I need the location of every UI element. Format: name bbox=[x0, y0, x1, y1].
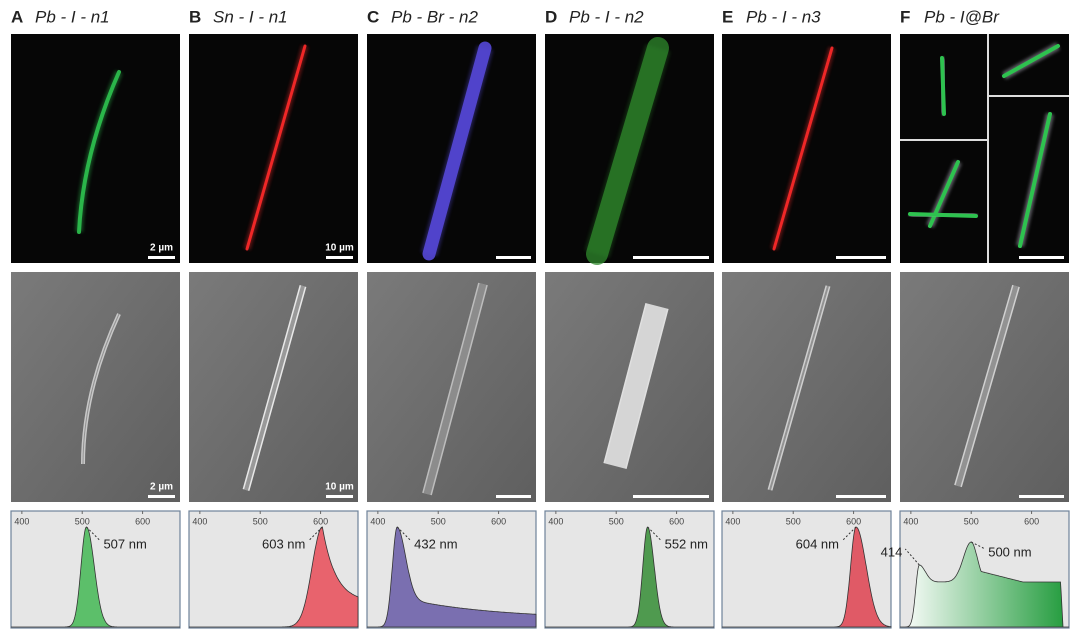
scale-bar bbox=[836, 495, 886, 498]
x-tick-label: 600 bbox=[1024, 516, 1039, 526]
scale-bar bbox=[1019, 495, 1064, 498]
panel-letter: A bbox=[11, 7, 23, 26]
fluorescence-image bbox=[722, 34, 891, 263]
sem-image bbox=[545, 272, 714, 502]
x-tick-label: 400 bbox=[725, 516, 740, 526]
x-tick-label: 400 bbox=[192, 516, 207, 526]
x-tick-label: 400 bbox=[903, 516, 918, 526]
x-tick-label: 600 bbox=[491, 516, 506, 526]
peak-label: 604 nm bbox=[796, 536, 839, 551]
peak-leader bbox=[647, 526, 662, 542]
rod-inner bbox=[769, 285, 829, 491]
x-tick-label: 600 bbox=[135, 516, 150, 526]
peak-leader bbox=[904, 548, 920, 566]
peak-label: 603 nm bbox=[262, 536, 305, 551]
scale-bar-label: 2 µm bbox=[150, 482, 173, 493]
panel-title: Pb - I - n1 bbox=[35, 7, 110, 26]
sem-image bbox=[367, 272, 536, 502]
peak-leader bbox=[308, 526, 323, 542]
fluorescence-image bbox=[545, 34, 714, 265]
panel-title: Pb - I@Br bbox=[924, 7, 1000, 26]
x-tick-label: 400 bbox=[370, 516, 385, 526]
fluorescence-image: 10 µm bbox=[189, 34, 358, 263]
scale-bar bbox=[633, 256, 709, 259]
panel-title: Pb - I - n3 bbox=[746, 7, 821, 26]
sem-image: 2 µm bbox=[11, 272, 180, 502]
x-tick-label: 600 bbox=[313, 516, 328, 526]
scale-bar bbox=[148, 256, 175, 259]
rod bbox=[908, 212, 978, 218]
sem-image bbox=[900, 272, 1069, 502]
spectrum-frame bbox=[544, 510, 715, 629]
rod-inner bbox=[955, 285, 1019, 487]
x-tick-label: 500 bbox=[609, 516, 624, 526]
rod bbox=[940, 56, 946, 116]
spectrum-curve bbox=[367, 526, 537, 628]
x-tick-label: 600 bbox=[846, 516, 861, 526]
peak-label: 507 nm bbox=[103, 536, 146, 551]
rod-inner bbox=[82, 313, 120, 465]
x-tick-label: 500 bbox=[431, 516, 446, 526]
x-tick-label: 600 bbox=[669, 516, 684, 526]
spectrum-curve bbox=[900, 541, 1069, 628]
spectrum-curve bbox=[722, 526, 892, 628]
image-background bbox=[11, 272, 180, 502]
rod bbox=[1002, 44, 1060, 78]
panel-letter: F bbox=[900, 7, 910, 26]
rod bbox=[772, 46, 834, 251]
sem-image: 10 µm bbox=[189, 272, 358, 502]
rod bbox=[245, 44, 307, 251]
rod-inner bbox=[244, 285, 305, 491]
scale-bar-label: 2 µm bbox=[150, 243, 173, 254]
peak-leader bbox=[841, 526, 857, 542]
panel-letter: C bbox=[367, 7, 379, 26]
rod bbox=[77, 70, 121, 234]
peak-leader bbox=[86, 526, 101, 542]
scale-bar bbox=[148, 495, 175, 498]
peak-leader bbox=[970, 541, 986, 550]
scale-bar bbox=[496, 256, 531, 259]
sem-image bbox=[722, 272, 891, 502]
peak-label: 500 nm bbox=[988, 544, 1031, 559]
rod bbox=[1018, 112, 1052, 248]
rod-outline bbox=[603, 302, 669, 470]
panel-letter: E bbox=[722, 7, 733, 26]
x-tick-label: 500 bbox=[786, 516, 801, 526]
panel-title: Pb - Br - n2 bbox=[391, 7, 478, 26]
scale-bar-label: 10 µm bbox=[325, 482, 354, 493]
scale-bar bbox=[836, 256, 886, 259]
scale-bar bbox=[326, 256, 353, 259]
image-background bbox=[722, 272, 891, 502]
panel-letter: D bbox=[545, 7, 557, 26]
rod-inner bbox=[423, 283, 487, 495]
panel-title: Sn - I - n1 bbox=[213, 7, 288, 26]
fluorescence-image bbox=[367, 34, 536, 263]
scale-bar bbox=[326, 495, 353, 498]
fluorescence-image: 2 µm bbox=[11, 34, 180, 263]
scale-bar bbox=[496, 495, 531, 498]
x-tick-label: 500 bbox=[253, 516, 268, 526]
rod-inner bbox=[604, 303, 668, 469]
scale-bar bbox=[633, 495, 709, 498]
x-tick-label: 400 bbox=[548, 516, 563, 526]
panel-title: Pb - I - n2 bbox=[569, 7, 644, 26]
panel-letter: B bbox=[189, 7, 201, 26]
x-tick-label: 500 bbox=[75, 516, 90, 526]
rod bbox=[422, 41, 492, 261]
rod bbox=[586, 37, 669, 265]
spectrum-curve bbox=[189, 526, 359, 628]
peak-label: 432 nm bbox=[414, 536, 457, 551]
fluorescence-image bbox=[900, 34, 1069, 263]
spectrum-curve bbox=[545, 526, 714, 628]
spectrum-curve bbox=[11, 526, 180, 628]
scale-bar bbox=[1019, 256, 1064, 259]
peak-label: 414 bbox=[881, 544, 903, 559]
x-tick-label: 400 bbox=[14, 516, 29, 526]
peak-leader bbox=[396, 526, 412, 542]
scale-bar-label: 10 µm bbox=[325, 243, 354, 254]
peak-label: 552 nm bbox=[665, 536, 708, 551]
x-tick-label: 500 bbox=[964, 516, 979, 526]
